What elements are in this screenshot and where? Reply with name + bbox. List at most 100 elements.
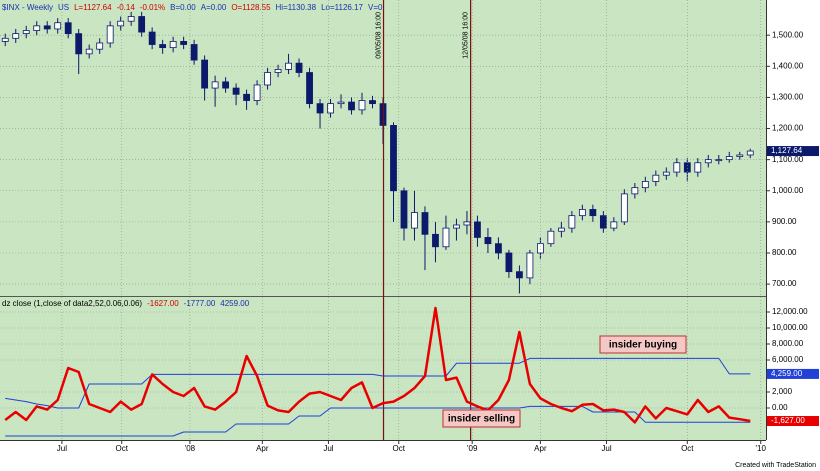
candle-body bbox=[662, 171, 670, 176]
candle-body bbox=[127, 16, 135, 22]
candle-body bbox=[526, 252, 534, 279]
y-tick-label: 700.00 bbox=[772, 279, 797, 288]
candle-body bbox=[484, 237, 492, 245]
axis-background bbox=[766, 0, 820, 440]
candle-body bbox=[201, 59, 209, 89]
y-tick-label: 1,000.00 bbox=[772, 186, 804, 195]
candle-body bbox=[22, 30, 30, 35]
candle-body bbox=[620, 193, 628, 223]
candle-body bbox=[190, 44, 198, 61]
x-tick-label: Oct bbox=[115, 444, 128, 453]
candle-body bbox=[652, 174, 660, 182]
x-tick-label: Apr bbox=[534, 444, 547, 453]
candle-body bbox=[169, 41, 177, 49]
footer: Created with TradeStation bbox=[735, 462, 816, 469]
candle-body bbox=[12, 33, 20, 39]
x-tick-label: Apr bbox=[256, 444, 269, 453]
candle-body bbox=[232, 87, 240, 95]
candle-body bbox=[390, 125, 397, 192]
candle-body bbox=[641, 181, 649, 189]
candle-body bbox=[536, 243, 544, 254]
y-tick-label: 1,100.00 bbox=[772, 155, 804, 164]
event-label: 12/05/08 16:00 bbox=[462, 12, 469, 59]
candle-body bbox=[683, 162, 691, 173]
header-text: Hi=1130.38 bbox=[276, 3, 317, 12]
annotation-box bbox=[599, 335, 687, 354]
candle-body bbox=[725, 156, 733, 161]
header-text: $INX - Weekly bbox=[2, 3, 53, 12]
candle-body bbox=[453, 224, 460, 229]
y-tick-label: 2,000 bbox=[772, 387, 793, 396]
candle-body bbox=[369, 100, 376, 105]
candle-body bbox=[547, 230, 555, 245]
y-tick-label: 0.00 bbox=[772, 403, 788, 412]
candle-body bbox=[306, 72, 313, 105]
last-value-tag bbox=[767, 146, 819, 157]
candle-body bbox=[411, 212, 418, 229]
y-tick-label: 1,300.00 bbox=[772, 93, 804, 102]
candle-body bbox=[106, 25, 114, 44]
candle-body bbox=[316, 103, 324, 114]
candle-body bbox=[85, 48, 93, 55]
annotation-text: insider buying bbox=[609, 340, 677, 351]
candle-body bbox=[295, 62, 303, 73]
header-text: 4259.00 bbox=[220, 299, 249, 308]
candle-body bbox=[599, 215, 607, 229]
candle-body bbox=[694, 162, 702, 173]
candle-body bbox=[505, 252, 513, 273]
candle-body bbox=[327, 103, 334, 114]
candle-body bbox=[222, 81, 230, 89]
candle-body bbox=[159, 44, 167, 49]
header-text: US bbox=[58, 3, 69, 12]
candle-body bbox=[285, 62, 292, 70]
candle-body bbox=[96, 42, 104, 50]
y-tick-label: 10,000.00 bbox=[772, 323, 808, 332]
candle-body bbox=[474, 221, 481, 238]
y-tick-label: 1,200.00 bbox=[772, 124, 804, 133]
y-tick-label: 800.00 bbox=[772, 248, 797, 257]
x-tick-label: '09 bbox=[467, 444, 478, 453]
last-value-tag bbox=[767, 416, 819, 427]
header-text: -1777.00 bbox=[184, 299, 216, 308]
y-tick-label: 12,000.00 bbox=[772, 307, 808, 316]
candle-body bbox=[33, 25, 41, 31]
y-tick-label: 900.00 bbox=[772, 217, 797, 226]
candle-body bbox=[557, 227, 565, 232]
header-text: V=0 bbox=[368, 3, 383, 12]
candle-body bbox=[148, 31, 156, 45]
candle-body bbox=[704, 159, 712, 164]
series-line bbox=[4, 306, 751, 424]
header-text: Lo=1126.17 bbox=[321, 3, 363, 12]
x-tick-label: '08 bbox=[185, 444, 196, 453]
header-text: -1627.00 bbox=[147, 299, 179, 308]
y-tick-label: 1,400.00 bbox=[772, 61, 804, 70]
y-tick-label: 8,000.00 bbox=[772, 339, 804, 348]
candle-body bbox=[117, 20, 125, 27]
candle-body bbox=[211, 81, 219, 89]
header-text: -0.01% bbox=[140, 3, 165, 12]
header-text: B=0.00 bbox=[170, 3, 196, 12]
candle-body bbox=[516, 271, 523, 279]
header-text: L=1127.64 bbox=[74, 3, 112, 12]
series-line bbox=[5, 357, 751, 409]
x-tick-label: Jul bbox=[57, 444, 67, 453]
y-tick-label: 6,000.00 bbox=[772, 355, 804, 364]
x-tick-label: Oct bbox=[681, 444, 694, 453]
candle-body bbox=[400, 190, 408, 229]
candle-body bbox=[568, 215, 576, 229]
candle-body bbox=[589, 209, 597, 217]
candle-body bbox=[64, 22, 72, 35]
x-tick-label: '10 bbox=[756, 444, 767, 453]
candle-body bbox=[736, 154, 744, 157]
header-text: dz close (1,close of data2,52,0.06,0.06) bbox=[2, 299, 142, 308]
last-value-tag bbox=[767, 368, 819, 379]
x-tick-label: Jul bbox=[601, 444, 611, 453]
candle-body bbox=[432, 233, 439, 248]
candle-body bbox=[578, 209, 586, 217]
candle-body bbox=[253, 84, 261, 101]
candle-body bbox=[243, 93, 250, 101]
candle-body bbox=[43, 25, 51, 30]
candle-body bbox=[264, 72, 271, 86]
last-value-label: 4,259.00 bbox=[771, 369, 803, 378]
